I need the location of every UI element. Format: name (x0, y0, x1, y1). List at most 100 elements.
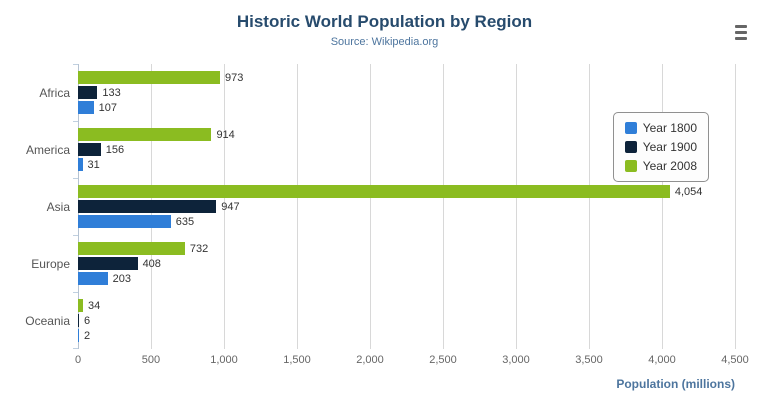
category-label-asia: Asia (46, 199, 70, 214)
x-axis-tick-label: 500 (141, 354, 161, 366)
data-label: 31 (87, 158, 100, 171)
bar-year-1800-europe[interactable] (78, 272, 108, 285)
chart-subtitle: Source: Wikipedia.org (330, 36, 439, 48)
data-label: 635 (175, 215, 195, 228)
category-axis-tick (73, 235, 78, 236)
data-label: 203 (112, 272, 131, 285)
bar-row: 156 (78, 143, 735, 156)
bar-year-1900-europe[interactable] (78, 257, 138, 270)
legend-item-year-1900[interactable]: Year 1900 (624, 140, 697, 154)
x-axis-labels: 0 500 1,000 1,500 2,000 2,500 3,000 3,500 4,000 4… (74, 354, 749, 369)
bar-year-1800-america[interactable] (78, 158, 83, 171)
gridline (369, 64, 371, 349)
bar-year-1800-oceania[interactable] (78, 329, 79, 342)
legend-label: Year 2008 (642, 159, 697, 173)
bar-row: 2 (78, 329, 735, 342)
bar-year-2008-europe[interactable] (78, 242, 185, 255)
category-group-america: America 914 156 31 (26, 121, 735, 178)
x-axis-tick-label: 2,500 (429, 354, 457, 366)
gridline (297, 64, 298, 349)
bar-year-1800-asia[interactable] (78, 215, 171, 228)
x-axis-tick-label: 2,000 (356, 354, 384, 366)
category-label-africa: Africa (39, 85, 70, 100)
data-label: 107 (98, 101, 117, 114)
legend-swatch (624, 141, 637, 153)
legend-item-year-2008[interactable]: Year 2008 (624, 159, 697, 173)
hamburger-line (735, 25, 747, 28)
data-label: 34 (87, 299, 101, 312)
x-axis-tick-label: 1,000 (210, 354, 238, 366)
data-label: 6 (84, 314, 91, 327)
x-axis-tick-label: 0 (74, 354, 82, 366)
x-axis-tick-label: 4,000 (648, 354, 676, 366)
chart-title: Historic World Population by Region (236, 12, 533, 31)
bar-year-1900-asia[interactable] (78, 200, 217, 213)
x-axis-tick-label: 1,500 (283, 354, 311, 366)
bar-row: 107 (78, 101, 735, 114)
category-axis-tick (73, 64, 78, 65)
category-label-america: America (25, 142, 70, 157)
legend: Year 1800 Year 1900 Year 2008 (612, 112, 709, 182)
category-label-europe: Europe (31, 256, 70, 271)
plot-area: Africa 973 133 107 America 914 156 31 Asia 4,054 9… (25, 64, 736, 349)
bar-row: 31 (78, 158, 735, 171)
bar-row: 914 (78, 128, 735, 141)
category-group-africa: Africa 973 133 107 (39, 64, 735, 121)
bar-year-2008-asia[interactable] (78, 185, 670, 198)
gridline (661, 64, 663, 349)
x-axis-tick-label: 4,500 (721, 354, 749, 366)
data-label: 973 (225, 71, 244, 84)
category-axis-tick (73, 292, 78, 293)
category-axis-tick (73, 348, 78, 349)
category-group-europe: Europe 732 408 203 (31, 235, 735, 292)
x-axis-tick-label: 3,000 (502, 354, 530, 366)
data-label: 4,054 (674, 185, 703, 198)
data-label: 2 (84, 329, 91, 342)
bar-year-1900-africa[interactable] (78, 86, 98, 99)
bar-groups: Africa 973 133 107 America 914 156 31 Asia 4,054 9… (25, 64, 735, 349)
data-label: 914 (216, 128, 235, 141)
bar-year-2008-america[interactable] (78, 128, 212, 141)
legend-label: Year 1800 (642, 121, 697, 135)
bar-row: 6 (78, 314, 735, 327)
bar-row: 4,054 (78, 185, 735, 198)
bar-row: 732 (78, 242, 735, 255)
data-label: 732 (189, 242, 209, 255)
gridline (223, 64, 225, 349)
legend-swatch (624, 122, 637, 134)
data-label: 133 (102, 86, 121, 99)
bar-year-1900-oceania[interactable] (78, 314, 79, 327)
data-label: 947 (221, 200, 240, 213)
bar-year-2008-oceania[interactable] (78, 299, 83, 312)
x-axis-tick-label: 3,500 (575, 354, 603, 366)
hamburger-line (735, 37, 747, 40)
bar-year-1800-africa[interactable] (78, 101, 94, 114)
bar-row: 408 (78, 257, 735, 270)
x-axis-title: Population (millions) (616, 377, 735, 391)
bar-year-1900-america[interactable] (78, 143, 101, 156)
bar-row: 947 (78, 200, 735, 213)
bar-row: 973 (78, 71, 735, 84)
gridline (516, 64, 517, 349)
category-axis-tick (73, 178, 78, 179)
bar-row: 635 (78, 215, 735, 228)
data-label: 156 (105, 143, 125, 156)
legend-item-year-1800[interactable]: Year 1800 (624, 121, 697, 135)
gridline (443, 64, 444, 349)
category-group-oceania: Oceania 34 6 2 (25, 292, 735, 349)
gridline (589, 64, 590, 349)
data-label: 408 (142, 257, 161, 270)
legend-label: Year 1900 (642, 140, 697, 154)
bar-row: 133 (78, 86, 735, 99)
category-group-asia: Asia 4,054 947 635 (47, 178, 735, 235)
hamburger-line (735, 31, 747, 34)
bar-row: 34 (78, 299, 735, 312)
bar-year-2008-africa[interactable] (78, 71, 221, 84)
category-label-oceania: Oceania (25, 313, 70, 328)
bar-row: 203 (78, 272, 735, 285)
category-axis-tick (73, 121, 78, 122)
gridline (735, 64, 736, 349)
hamburger-menu-icon[interactable] (733, 23, 749, 42)
legend-swatch (624, 160, 637, 172)
